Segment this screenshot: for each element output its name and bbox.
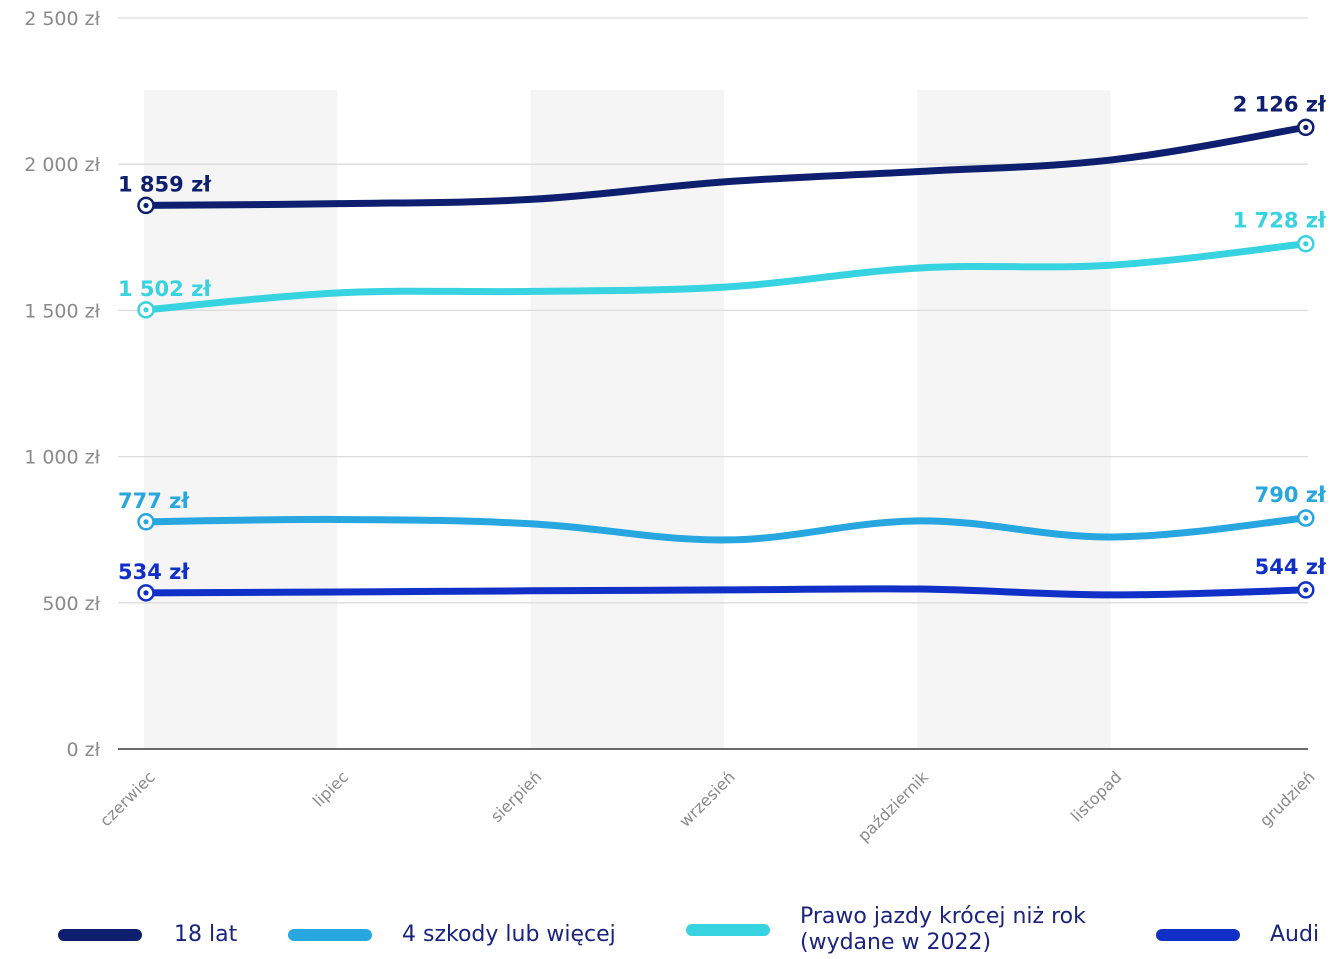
legend-label-audi: Audi [1270, 922, 1320, 947]
y-tick-label: 2 000 zł [24, 154, 100, 176]
x-tick-label: wrzesień [675, 767, 738, 830]
y-tick-label: 500 zł [42, 593, 100, 615]
band-0 [144, 90, 338, 749]
legend: 18 lat 4 szkody lub więcej Prawo jazdy k… [0, 900, 1331, 959]
legend-label-prawo-jazdy: Prawo jazdy krócej niż rok (wydane w 202… [800, 904, 1086, 956]
data-label-start: 777 zł [118, 489, 190, 513]
data-label-end: 2 126 zł [1233, 92, 1327, 116]
data-label-end: 790 zł [1255, 483, 1327, 507]
legend-label-4-szkody: 4 szkody lub więcej [402, 922, 616, 947]
marker-dot-2-6 [1303, 241, 1309, 247]
data-labels: 1 859 zł 2 126 zł 777 zł 790 zł 1 502 zł 1 72… [118, 92, 1327, 584]
marker-dot-1-6 [1303, 515, 1309, 521]
legend-label-prawo-jazdy-line2: (wydane w 2022) [800, 930, 992, 955]
legend-label-18-lat: 18 lat [174, 922, 238, 947]
x-tick-label: październik [854, 767, 933, 846]
x-tick-label: sierpień [487, 767, 546, 826]
x-tick-label: listopad [1067, 767, 1125, 825]
series-lines [142, 123, 1310, 599]
series-markers [137, 118, 1315, 602]
data-label-start: 1 859 zł [118, 172, 212, 196]
legend-swatch-prawo-jazdy [686, 924, 770, 936]
series-line-3 [142, 585, 1310, 599]
legend-item-18-lat: 18 lat [58, 922, 237, 948]
x-tick-label: grudzień [1256, 767, 1319, 830]
legend-swatch-18-lat [58, 929, 142, 941]
marker-dot-0-6 [1303, 124, 1309, 130]
legend-label-prawo-jazdy-line1: Prawo jazdy krócej niż rok [800, 904, 1086, 929]
series-line-2 [142, 240, 1310, 314]
grid-lines [118, 17, 1308, 750]
legend-swatch-4-szkody [288, 929, 372, 941]
legend-item-prawo-jazdy: Prawo jazdy krócej niż rok (wydane w 202… [686, 904, 1086, 956]
data-label-end: 1 728 zł [1233, 209, 1327, 233]
marker-dot-2-0 [143, 307, 149, 313]
marker-dot-1-0 [143, 519, 149, 525]
y-tick-label: 0 zł [66, 739, 100, 761]
data-label-start: 1 502 zł [118, 277, 212, 301]
series-line-0 [142, 123, 1310, 209]
marker-dot-0-0 [143, 202, 149, 209]
data-label-end: 544 zł [1255, 555, 1327, 579]
series-line-1 [142, 514, 1310, 544]
x-tick-label: lipiec [309, 767, 352, 810]
legend-swatch-audi [1156, 929, 1240, 941]
x-tick-label: czerwiec [96, 767, 159, 830]
marker-dot-3-0 [143, 590, 149, 596]
y-tick-label: 1 500 zł [24, 300, 100, 322]
y-tick-label: 2 500 zł [24, 8, 100, 30]
x-axis-ticks: czerwiec lipiec sierpień wrzesień październi… [96, 767, 1319, 846]
legend-item-audi: Audi [1156, 922, 1319, 948]
line-chart: 0 zł 500 zł 1 000 zł 1 500 zł 2 000 zł 2 500 … [24, 8, 1327, 846]
band-4 [917, 90, 1111, 749]
y-axis-ticks: 0 zł 500 zł 1 000 zł 1 500 zł 2 000 zł 2 500 … [24, 8, 100, 761]
legend-item-4-szkody: 4 szkody lub więcej [288, 922, 616, 948]
data-label-start: 534 zł [118, 560, 190, 584]
y-tick-label: 1 000 zł [24, 447, 100, 469]
marker-dot-3-6 [1303, 587, 1309, 593]
